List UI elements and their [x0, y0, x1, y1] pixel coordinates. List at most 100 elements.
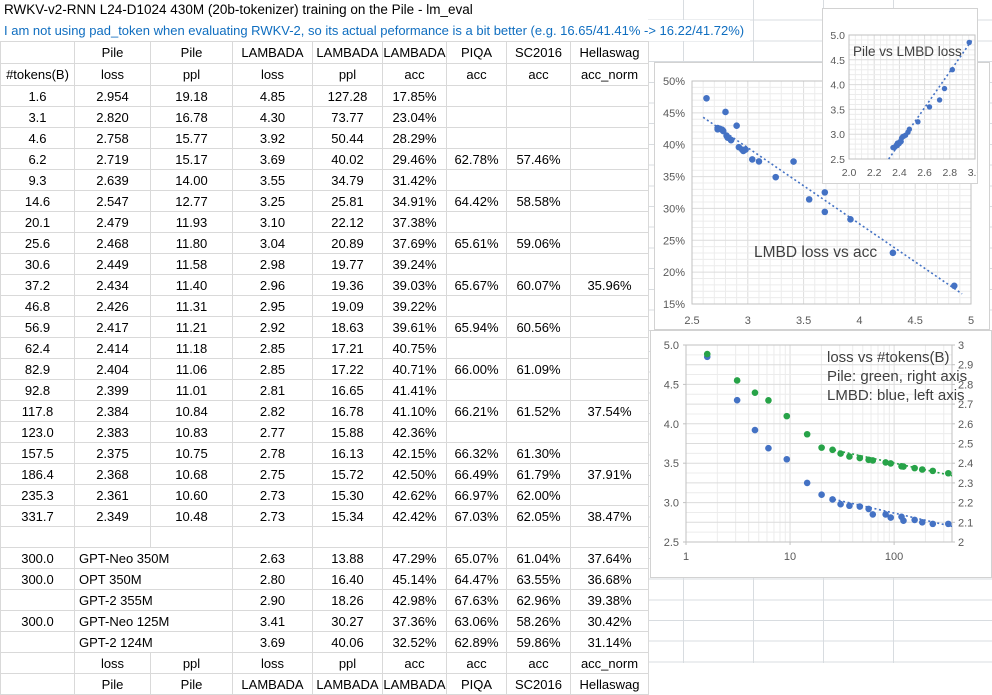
- cell[interactable]: 20.1: [0, 211, 75, 233]
- column-footer[interactable]: ppl: [312, 652, 383, 674]
- cell[interactable]: 2.384: [74, 400, 151, 422]
- column-header[interactable]: acc: [446, 63, 507, 86]
- column-footer[interactable]: ppl: [150, 652, 233, 674]
- cell[interactable]: 62.89%: [446, 631, 507, 653]
- cell[interactable]: [446, 421, 507, 443]
- cell[interactable]: 3.04: [232, 232, 313, 254]
- cell[interactable]: 2.399: [74, 379, 151, 401]
- cell[interactable]: 17.85%: [382, 85, 447, 107]
- cell[interactable]: [570, 211, 649, 233]
- empty-cell[interactable]: [0, 526, 75, 548]
- column-header[interactable]: loss: [232, 63, 313, 86]
- cell[interactable]: 62.78%: [446, 148, 507, 170]
- cell[interactable]: 61.30%: [506, 442, 571, 464]
- model-name[interactable]: OPT 350M: [74, 568, 233, 590]
- cell[interactable]: 9.3: [0, 169, 75, 191]
- column-footer[interactable]: acc: [382, 652, 447, 674]
- cell[interactable]: 19.77: [312, 253, 383, 275]
- cell[interactable]: 15.34: [312, 505, 383, 527]
- cell[interactable]: 56.9: [0, 316, 75, 338]
- cell[interactable]: 2.375: [74, 442, 151, 464]
- cell[interactable]: 46.8: [0, 295, 75, 317]
- cell[interactable]: 4.6: [0, 127, 75, 149]
- cell[interactable]: 67.63%: [446, 589, 507, 611]
- cell[interactable]: 11.21: [150, 316, 233, 338]
- column-footer[interactable]: loss: [232, 652, 313, 674]
- cell[interactable]: [446, 379, 507, 401]
- cell[interactable]: 39.22%: [382, 295, 447, 317]
- cell[interactable]: [570, 421, 649, 443]
- empty-cell[interactable]: [232, 526, 313, 548]
- cell[interactable]: 39.61%: [382, 316, 447, 338]
- cell[interactable]: 10.84: [150, 400, 233, 422]
- cell[interactable]: 42.98%: [382, 589, 447, 611]
- cell[interactable]: 42.50%: [382, 463, 447, 485]
- cell[interactable]: 2.77: [232, 421, 313, 443]
- cell[interactable]: 2.479: [74, 211, 151, 233]
- cell[interactable]: 36.68%: [570, 568, 649, 590]
- column-header[interactable]: acc: [506, 63, 571, 86]
- cell[interactable]: 41.41%: [382, 379, 447, 401]
- cell[interactable]: [570, 169, 649, 191]
- cell[interactable]: 11.06: [150, 358, 233, 380]
- cell[interactable]: [570, 232, 649, 254]
- cell[interactable]: 60.56%: [506, 316, 571, 338]
- cell[interactable]: 61.04%: [506, 547, 571, 569]
- cell[interactable]: 59.06%: [506, 232, 571, 254]
- cell[interactable]: 2.954: [74, 85, 151, 107]
- cell[interactable]: 331.7: [0, 505, 75, 527]
- cell[interactable]: 2.368: [74, 463, 151, 485]
- cell[interactable]: [506, 337, 571, 359]
- cell[interactable]: 10.68: [150, 463, 233, 485]
- cell[interactable]: 64.42%: [446, 190, 507, 212]
- cell[interactable]: [570, 442, 649, 464]
- cell[interactable]: 11.58: [150, 253, 233, 275]
- cell[interactable]: 2.468: [74, 232, 151, 254]
- empty-cell[interactable]: [570, 526, 649, 548]
- empty-cell[interactable]: [506, 526, 571, 548]
- cell[interactable]: 16.65: [312, 379, 383, 401]
- column-footer[interactable]: acc: [446, 652, 507, 674]
- cell[interactable]: 10.60: [150, 484, 233, 506]
- cell[interactable]: 37.91%: [570, 463, 649, 485]
- cell[interactable]: 2.414: [74, 337, 151, 359]
- cell[interactable]: 61.09%: [506, 358, 571, 380]
- cell[interactable]: 11.40: [150, 274, 233, 296]
- cell[interactable]: 35.96%: [570, 274, 649, 296]
- cell[interactable]: 37.36%: [382, 610, 447, 632]
- cell[interactable]: 60.07%: [506, 274, 571, 296]
- cell[interactable]: 16.13: [312, 442, 383, 464]
- cell[interactable]: [570, 295, 649, 317]
- cell[interactable]: 42.62%: [382, 484, 447, 506]
- cell[interactable]: [446, 337, 507, 359]
- cell[interactable]: [570, 316, 649, 338]
- cell[interactable]: [506, 127, 571, 149]
- cell[interactable]: 3.69: [232, 631, 313, 653]
- cell[interactable]: 2.82: [232, 400, 313, 422]
- cell[interactable]: 3.41: [232, 610, 313, 632]
- cell[interactable]: 2.639: [74, 169, 151, 191]
- column-header[interactable]: LAMBADA: [232, 41, 313, 64]
- cell[interactable]: 2.98: [232, 253, 313, 275]
- model-name[interactable]: GPT-2 355M: [74, 589, 233, 611]
- cell[interactable]: 2.383: [74, 421, 151, 443]
- cell[interactable]: 2.417: [74, 316, 151, 338]
- cell[interactable]: 30.27: [312, 610, 383, 632]
- cell[interactable]: [506, 421, 571, 443]
- cell[interactable]: 2.426: [74, 295, 151, 317]
- cell[interactable]: [446, 127, 507, 149]
- cell[interactable]: [446, 211, 507, 233]
- cell[interactable]: 2.820: [74, 106, 151, 128]
- cell[interactable]: 3.55: [232, 169, 313, 191]
- cell[interactable]: [570, 190, 649, 212]
- column-footer[interactable]: acc: [506, 652, 571, 674]
- cell[interactable]: 17.21: [312, 337, 383, 359]
- cell[interactable]: 45.14%: [382, 568, 447, 590]
- cell[interactable]: 186.4: [0, 463, 75, 485]
- cell[interactable]: 30.42%: [570, 610, 649, 632]
- cell[interactable]: 16.40: [312, 568, 383, 590]
- cell[interactable]: 31.14%: [570, 631, 649, 653]
- cell[interactable]: 15.17: [150, 148, 233, 170]
- column-header[interactable]: LAMBADA: [382, 41, 447, 64]
- cell[interactable]: 37.69%: [382, 232, 447, 254]
